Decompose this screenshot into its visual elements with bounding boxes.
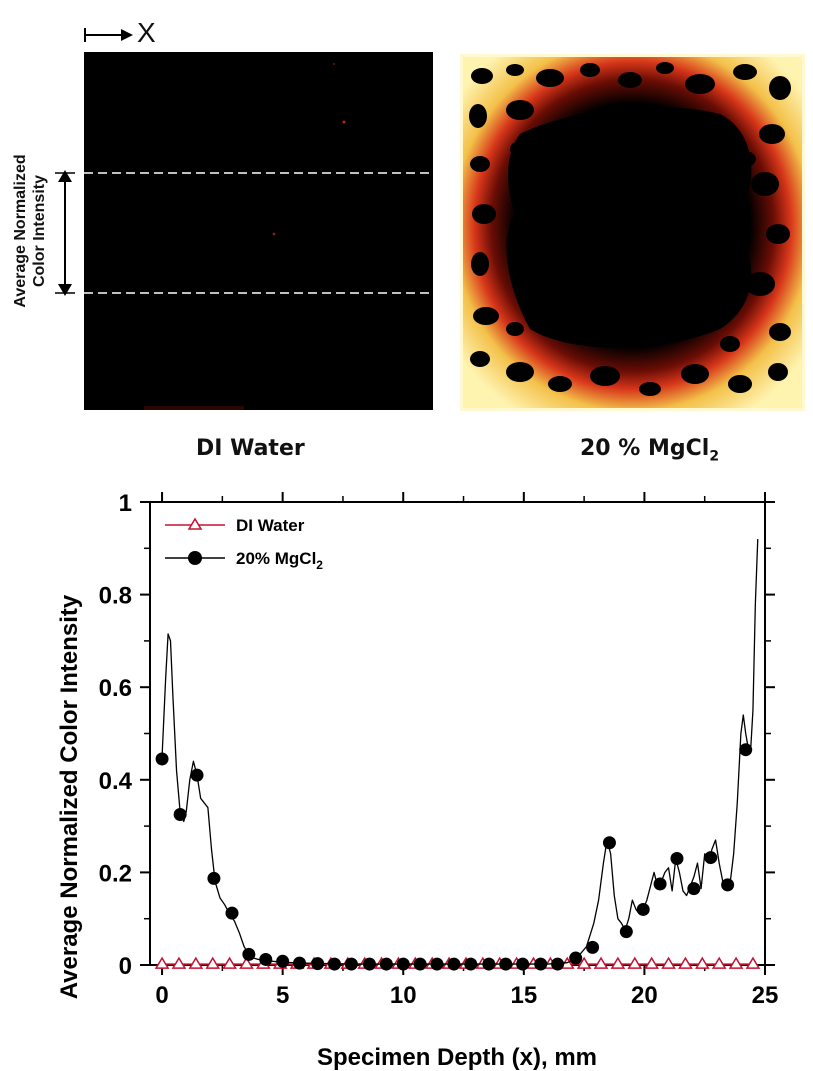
mgcl2-caption: 20 % MgCl2 [580, 436, 719, 464]
mgcl2-point [311, 957, 325, 971]
mgcl2-point [636, 902, 650, 916]
mgcl2-point [225, 906, 239, 920]
mgcl2-image-graphic [460, 54, 805, 411]
x-direction-arrow-icon [84, 28, 133, 42]
mgcl2-point [569, 951, 583, 965]
di-water-point [205, 956, 221, 969]
di-water-point [711, 956, 727, 969]
mgcl2-point [328, 957, 341, 971]
y-tick-label: 0.4 [99, 768, 133, 795]
mgcl2-point [396, 957, 410, 971]
mgcl2-caption-sub: 2 [709, 448, 720, 465]
mgcl2-point [739, 743, 753, 757]
x-direction-label: X [137, 17, 156, 48]
y-tick-label: 0 [119, 953, 132, 980]
chart-legend: DI Water 20% MgCl2 [165, 516, 323, 572]
mgcl2-point [430, 957, 444, 971]
mgcl2-series-line [161, 539, 759, 965]
mgcl2-point [482, 957, 496, 971]
mgcl2-image [460, 54, 805, 411]
mgcl2-point [499, 957, 513, 971]
side-label-line-2: Color Intensity [31, 175, 48, 288]
chart-axes: 0 5 10 15 20 25 0 0.2 0.4 0.6 0.8 1 [99, 490, 779, 1009]
y-tick-label: 0.8 [99, 583, 132, 610]
di-water-point [576, 956, 592, 969]
x-tick-label: 5 [276, 982, 289, 1009]
mgcl2-point [687, 882, 701, 896]
legend-mgcl2-label-sub: 2 [316, 558, 323, 572]
x-tick-label: 15 [510, 982, 537, 1009]
mgcl2-point [602, 836, 616, 850]
di-water-point [644, 956, 659, 969]
di-water-point [694, 956, 710, 969]
mgcl2-point [619, 925, 633, 939]
y-tick-label: 0.6 [99, 675, 132, 702]
legend-mgcl2-label: 20% MgCl2 [236, 549, 323, 572]
mgcl2-point [344, 957, 358, 971]
y-tick-label: 0.2 [99, 860, 132, 887]
mgcl2-point [413, 957, 427, 971]
di-water-point [593, 956, 609, 969]
y-axis-label: Average Normalized Color Intensity [56, 594, 83, 999]
mgcl2-point [293, 956, 307, 970]
mgcl2-caption-main: 20 % MgCl [580, 436, 710, 461]
x-axis-label: Specimen Depth (x), mm [317, 1044, 597, 1071]
x-tick-label: 0 [155, 982, 168, 1009]
mgcl2-point [190, 768, 204, 782]
mgcl2-point [155, 752, 169, 766]
di-water-point [627, 956, 643, 969]
x-tick-label: 25 [752, 982, 779, 1009]
legend-mgcl2-marker [188, 551, 202, 565]
x-tick-label: 10 [390, 982, 417, 1009]
di-water-point [222, 956, 237, 969]
di-water-point [154, 956, 170, 969]
mgcl2-point [276, 954, 290, 968]
legend-di-water-marker [187, 517, 203, 530]
x-tick-label: 20 [631, 982, 658, 1009]
legend-di-water-label: DI Water [236, 516, 305, 535]
di-water-point [239, 956, 254, 969]
di-water-image [84, 52, 433, 410]
mgcl2-point [447, 957, 461, 971]
di-water-caption: DI Water [196, 436, 305, 461]
di-water-point [171, 956, 187, 969]
intensity-chart: 0 5 10 15 20 25 0 0.2 0.4 0.6 0.8 1 DI Water 20% MgC… [56, 490, 779, 1071]
mgcl2-point [586, 940, 600, 954]
mgcl2-point [379, 957, 393, 971]
di-water-point [745, 956, 761, 969]
mgcl2-point [207, 871, 221, 885]
di-water-point [610, 956, 626, 969]
mgcl2-point [362, 957, 376, 971]
mgcl2-point [464, 957, 478, 971]
side-axis-label: Average Normalized Color Intensity [11, 121, 49, 341]
di-water-point [661, 956, 676, 969]
di-water-point [678, 956, 693, 969]
di-water-point [728, 956, 744, 969]
y-tick-label: 1 [119, 490, 132, 517]
mgcl2-point [534, 957, 548, 971]
mgcl2-point [173, 808, 187, 822]
mgcl2-point [551, 957, 565, 971]
chart-plot-area [154, 539, 761, 971]
mgcl2-point [242, 947, 256, 961]
mgcl2-point [670, 852, 684, 866]
averaging-range-arrow-icon [55, 170, 75, 296]
mgcl2-point [516, 957, 530, 971]
side-label-line-1: Average Normalized [12, 154, 29, 308]
mgcl2-point [704, 851, 718, 865]
di-water-point [188, 956, 204, 969]
mgcl2-point [721, 878, 735, 892]
plot-frame [149, 501, 766, 966]
mgcl2-point [653, 877, 667, 891]
di-water-image-graphic [84, 52, 433, 410]
mgcl2-point [259, 952, 273, 966]
